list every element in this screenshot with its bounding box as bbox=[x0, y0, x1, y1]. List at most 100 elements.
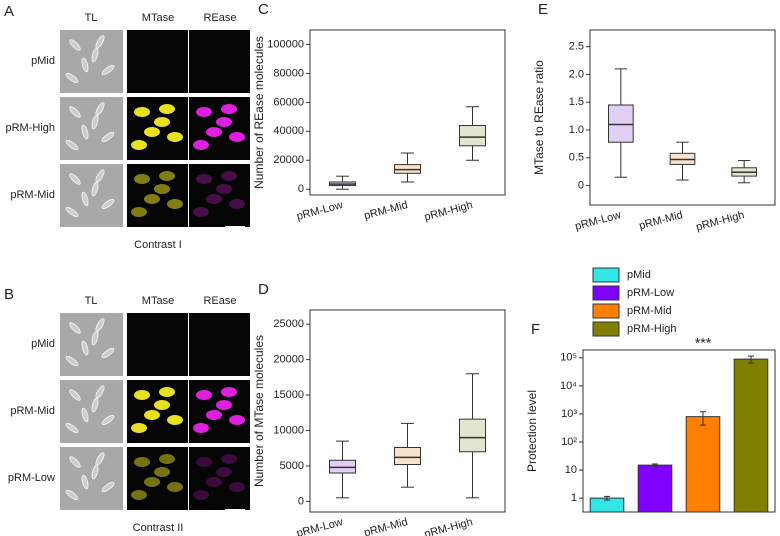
fluor-cell bbox=[154, 184, 170, 194]
cell bbox=[69, 322, 81, 334]
fluor-cell bbox=[193, 423, 209, 433]
y-tick-label: 10⁵ bbox=[560, 352, 577, 364]
cell bbox=[91, 181, 99, 197]
cell bbox=[81, 407, 89, 423]
tl-tile bbox=[60, 447, 123, 510]
y-tick-label: 40000 bbox=[273, 125, 304, 137]
row-label: pMid bbox=[31, 338, 55, 350]
column-header: MTase bbox=[142, 295, 174, 307]
fluor-cell bbox=[221, 387, 237, 397]
cell bbox=[101, 347, 115, 359]
y-tick-label: 15000 bbox=[273, 389, 304, 401]
cell bbox=[81, 340, 89, 356]
row-label: pRM-Mid bbox=[10, 405, 55, 417]
cell bbox=[91, 47, 99, 63]
fluor-cell bbox=[229, 482, 245, 492]
column-header: REase bbox=[203, 295, 236, 307]
fluor-cell bbox=[206, 127, 222, 137]
column-header: REase bbox=[203, 12, 236, 24]
y-tick-label: 10² bbox=[561, 436, 577, 448]
y-tick-label: 10 bbox=[565, 464, 577, 476]
cell bbox=[65, 139, 79, 151]
fluor-cell bbox=[144, 127, 160, 137]
panel-letter: D bbox=[258, 281, 269, 298]
bar bbox=[637, 464, 673, 513]
legend-label: pRM-Low bbox=[627, 287, 674, 299]
y-tick-label: 10³ bbox=[561, 408, 577, 420]
legend-swatch bbox=[592, 285, 620, 301]
fluor-cell bbox=[167, 199, 183, 209]
fluor-cell bbox=[193, 207, 209, 217]
cell bbox=[81, 124, 89, 140]
cell bbox=[69, 173, 81, 185]
fluor-cell bbox=[206, 410, 222, 420]
cell bbox=[91, 397, 99, 413]
cell bbox=[91, 114, 99, 130]
cell bbox=[69, 389, 81, 401]
cell bbox=[65, 489, 79, 501]
tl-tile bbox=[60, 97, 123, 160]
fluor-cell bbox=[221, 454, 237, 464]
x-tick-label: pRM-Mid bbox=[363, 516, 409, 536]
fluor-cell bbox=[196, 457, 212, 467]
fluor-tile bbox=[189, 30, 250, 93]
y-tick-label: 0 bbox=[578, 179, 584, 191]
row-label: pRM-Low bbox=[8, 472, 55, 484]
row-label: pRM-Mid bbox=[10, 189, 55, 201]
fluor-cell bbox=[216, 400, 232, 410]
legend-label: pMid bbox=[627, 269, 651, 281]
cell bbox=[101, 198, 115, 210]
y-tick-label: 2.5 bbox=[569, 41, 584, 53]
x-tick-label: pRM-Mid bbox=[638, 209, 684, 232]
y-tick-label: 1 bbox=[571, 492, 577, 504]
x-tick-label: pRM-High bbox=[423, 199, 474, 223]
cell bbox=[65, 206, 79, 218]
y-tick-label: 2.0 bbox=[569, 68, 584, 80]
cell bbox=[101, 414, 115, 426]
fluor-cell bbox=[216, 184, 232, 194]
fluor-cell bbox=[131, 140, 147, 150]
fluor-cell bbox=[154, 117, 170, 127]
row-label: pRM-High bbox=[5, 122, 55, 134]
x-tick-label: pRM-High bbox=[423, 516, 474, 536]
fluor-cell bbox=[131, 490, 147, 500]
fluor-cell bbox=[159, 454, 175, 464]
annotation: *** bbox=[695, 335, 712, 351]
fluor-cell bbox=[134, 174, 150, 184]
fluor-cell bbox=[193, 140, 209, 150]
box bbox=[459, 418, 486, 453]
panel-letter: B bbox=[4, 286, 14, 303]
box bbox=[394, 447, 421, 466]
cell bbox=[69, 456, 81, 468]
fluor-cell bbox=[167, 482, 183, 492]
cell bbox=[81, 474, 89, 490]
caption: Contrast I bbox=[134, 239, 182, 251]
y-axis-label: MTase to REase ratio bbox=[532, 60, 546, 175]
fluor-cell bbox=[229, 415, 245, 425]
plot-frame bbox=[309, 29, 506, 196]
fluor-cell bbox=[206, 477, 222, 487]
tl-tile bbox=[60, 164, 123, 227]
column-header: TL bbox=[85, 295, 98, 307]
y-tick-label: 1.0 bbox=[569, 124, 584, 136]
panel-letter: C bbox=[258, 1, 269, 18]
y-tick-label: 100000 bbox=[267, 38, 304, 50]
x-tick-label: pRM-High bbox=[695, 209, 746, 233]
x-tick-label: pRM-Low bbox=[295, 516, 344, 536]
cell bbox=[81, 191, 89, 207]
y-axis-label: Protection level bbox=[525, 390, 539, 472]
y-tick-label: 25000 bbox=[273, 318, 304, 330]
y-tick-label: 0 bbox=[298, 183, 304, 195]
x-tick-label: pRM-Low bbox=[574, 209, 623, 233]
fluor-cell bbox=[206, 194, 222, 204]
cell bbox=[81, 57, 89, 73]
cell bbox=[65, 422, 79, 434]
fluor-cell bbox=[159, 387, 175, 397]
cell bbox=[69, 39, 81, 51]
fluor-cell bbox=[154, 400, 170, 410]
cell bbox=[69, 106, 81, 118]
legend-swatch bbox=[592, 303, 620, 319]
y-tick-label: 0 bbox=[298, 495, 304, 507]
fluor-tile bbox=[189, 313, 250, 376]
x-tick-label: pRM-Mid bbox=[363, 199, 409, 222]
